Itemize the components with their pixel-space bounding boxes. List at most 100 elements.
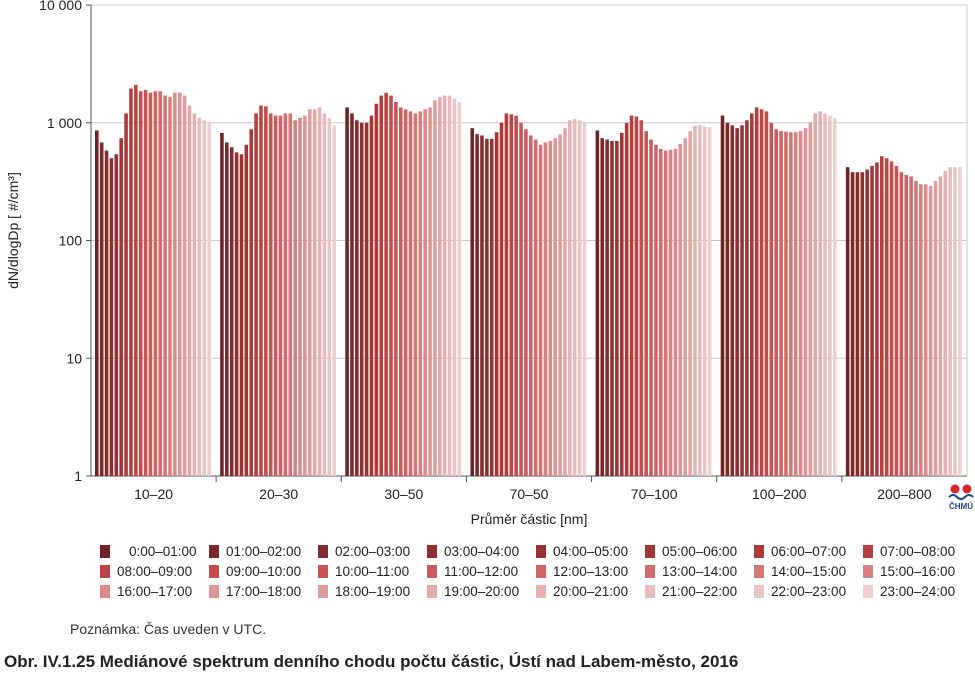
chmu-logo-icon (948, 484, 974, 500)
logo-text: ČHMÚ (949, 502, 973, 511)
bar (644, 131, 648, 476)
bar (288, 113, 293, 477)
bar (153, 91, 158, 476)
bar (389, 95, 393, 477)
bar (229, 147, 234, 476)
bar (322, 113, 327, 477)
legend-swatch (536, 564, 546, 578)
bar (639, 120, 644, 476)
bar (798, 131, 803, 476)
legend-swatch (318, 564, 328, 578)
bar (725, 122, 730, 476)
legend-swatch (100, 564, 110, 578)
y-tick-label: 1 (74, 468, 82, 484)
bar (398, 107, 403, 477)
bar (678, 144, 683, 476)
bar (254, 113, 258, 477)
bar (119, 138, 123, 476)
legend-label: 19:00–20:00 (444, 583, 520, 599)
legend-item: 14:00–15:00 (754, 563, 846, 579)
bar (475, 134, 479, 476)
bar (730, 125, 735, 477)
bar (828, 115, 832, 476)
bar (568, 120, 572, 476)
chmu-logo: ČHMÚ (946, 483, 975, 519)
bar (345, 107, 349, 477)
x-tick-label: 200–800 (877, 486, 932, 502)
bar (192, 113, 197, 477)
bar (268, 113, 273, 477)
bar (688, 131, 692, 476)
bar (182, 95, 187, 477)
bar (899, 172, 904, 477)
bar (943, 170, 948, 476)
legend-swatch (645, 584, 655, 598)
bar (114, 154, 119, 476)
legend-label: 20:00–21:00 (553, 583, 629, 599)
bar (504, 113, 509, 477)
bar (438, 97, 442, 476)
bar (350, 113, 354, 477)
legend-label: 12:00–13:00 (553, 563, 629, 579)
legend-swatch (754, 544, 764, 558)
bar (774, 129, 778, 477)
legend-swatch (754, 584, 764, 598)
bar (278, 115, 283, 476)
legend-swatch (209, 564, 219, 578)
x-tick-label: 10–20 (134, 486, 173, 502)
bar (480, 135, 484, 476)
bar (948, 167, 952, 477)
bar (359, 122, 364, 476)
bar (470, 128, 475, 476)
bar (413, 113, 418, 477)
bar (134, 84, 138, 476)
bar (850, 172, 855, 477)
legend-label: 03:00–04:00 (444, 543, 520, 559)
y-tick-label: 10 (66, 350, 82, 366)
bar (740, 125, 744, 477)
y-tick-label: 1 000 (47, 115, 82, 131)
bar (558, 134, 562, 476)
bar (524, 129, 528, 477)
bar (202, 120, 206, 476)
bar (884, 158, 889, 476)
legend-label: 09:00–10:00 (226, 563, 302, 579)
legend-label: 05:00–06:00 (662, 543, 738, 559)
bar (168, 97, 172, 476)
bar (659, 148, 663, 476)
legend-label: 11:00–12:00 (444, 563, 519, 579)
x-tick-label: 30–50 (384, 486, 423, 502)
bar (312, 109, 317, 476)
legend-label: 22:00–23:00 (771, 583, 847, 599)
legend-swatch (754, 564, 764, 578)
bar (808, 122, 813, 476)
bar (529, 135, 533, 476)
bar (403, 109, 408, 476)
bar (845, 167, 850, 477)
bar (308, 109, 312, 476)
bar (303, 115, 307, 476)
legend-item: 12:00–13:00 (536, 563, 628, 579)
bar (124, 113, 128, 477)
bar (673, 148, 678, 476)
legend-item: 08:00–09:00 (100, 563, 192, 579)
bar (428, 107, 432, 477)
bar (447, 95, 452, 477)
legend-label: 08:00–09:00 (117, 563, 193, 579)
bar (735, 128, 739, 476)
x-tick-label: 70–100 (631, 486, 678, 502)
legend-swatch (318, 544, 328, 558)
bar (793, 132, 798, 476)
bar (610, 140, 614, 477)
bar (769, 122, 774, 476)
bar (95, 130, 99, 476)
bar (244, 144, 249, 476)
bar (615, 140, 619, 477)
bar (408, 111, 413, 476)
bar (298, 117, 302, 476)
legend-swatch (863, 564, 873, 578)
bar (364, 122, 369, 476)
legend-swatch (645, 564, 655, 578)
bar (789, 132, 793, 476)
bar (99, 142, 104, 476)
